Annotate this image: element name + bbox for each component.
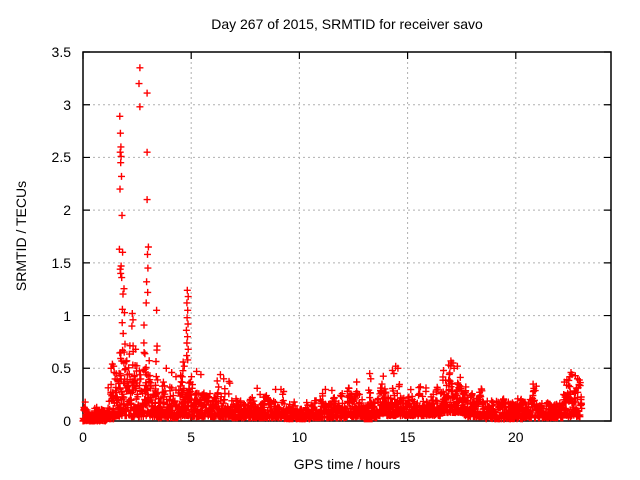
chart-title: Day 267 of 2015, SRMTID for receiver sav… (211, 16, 483, 32)
y-tick-label: 1.5 (51, 254, 71, 271)
y-tick-label: 1 (63, 307, 71, 324)
axis-ticks (82, 51, 611, 422)
y-tick-label: 0.5 (51, 360, 71, 377)
scatter-points (79, 64, 586, 425)
y-tick-label: 2.5 (51, 149, 71, 166)
plot-border (82, 51, 612, 422)
x-tick-label: 10 (291, 429, 308, 445)
x-tick-label: 0 (79, 429, 87, 445)
y-tick-label: 3 (63, 96, 71, 113)
x-tick-label: 20 (507, 429, 524, 445)
y-tick-label: 2 (63, 202, 71, 219)
y-tick-label: 0 (63, 413, 71, 429)
filled-square-marker (363, 413, 373, 423)
y-axis-label: SRMTID / TECUs (13, 180, 29, 292)
x-tick-label: 5 (187, 429, 196, 445)
x-axis-label: GPS time / hours (293, 456, 401, 472)
y-tick-label: 3.5 (51, 44, 71, 60)
x-tick-label: 15 (399, 429, 416, 445)
